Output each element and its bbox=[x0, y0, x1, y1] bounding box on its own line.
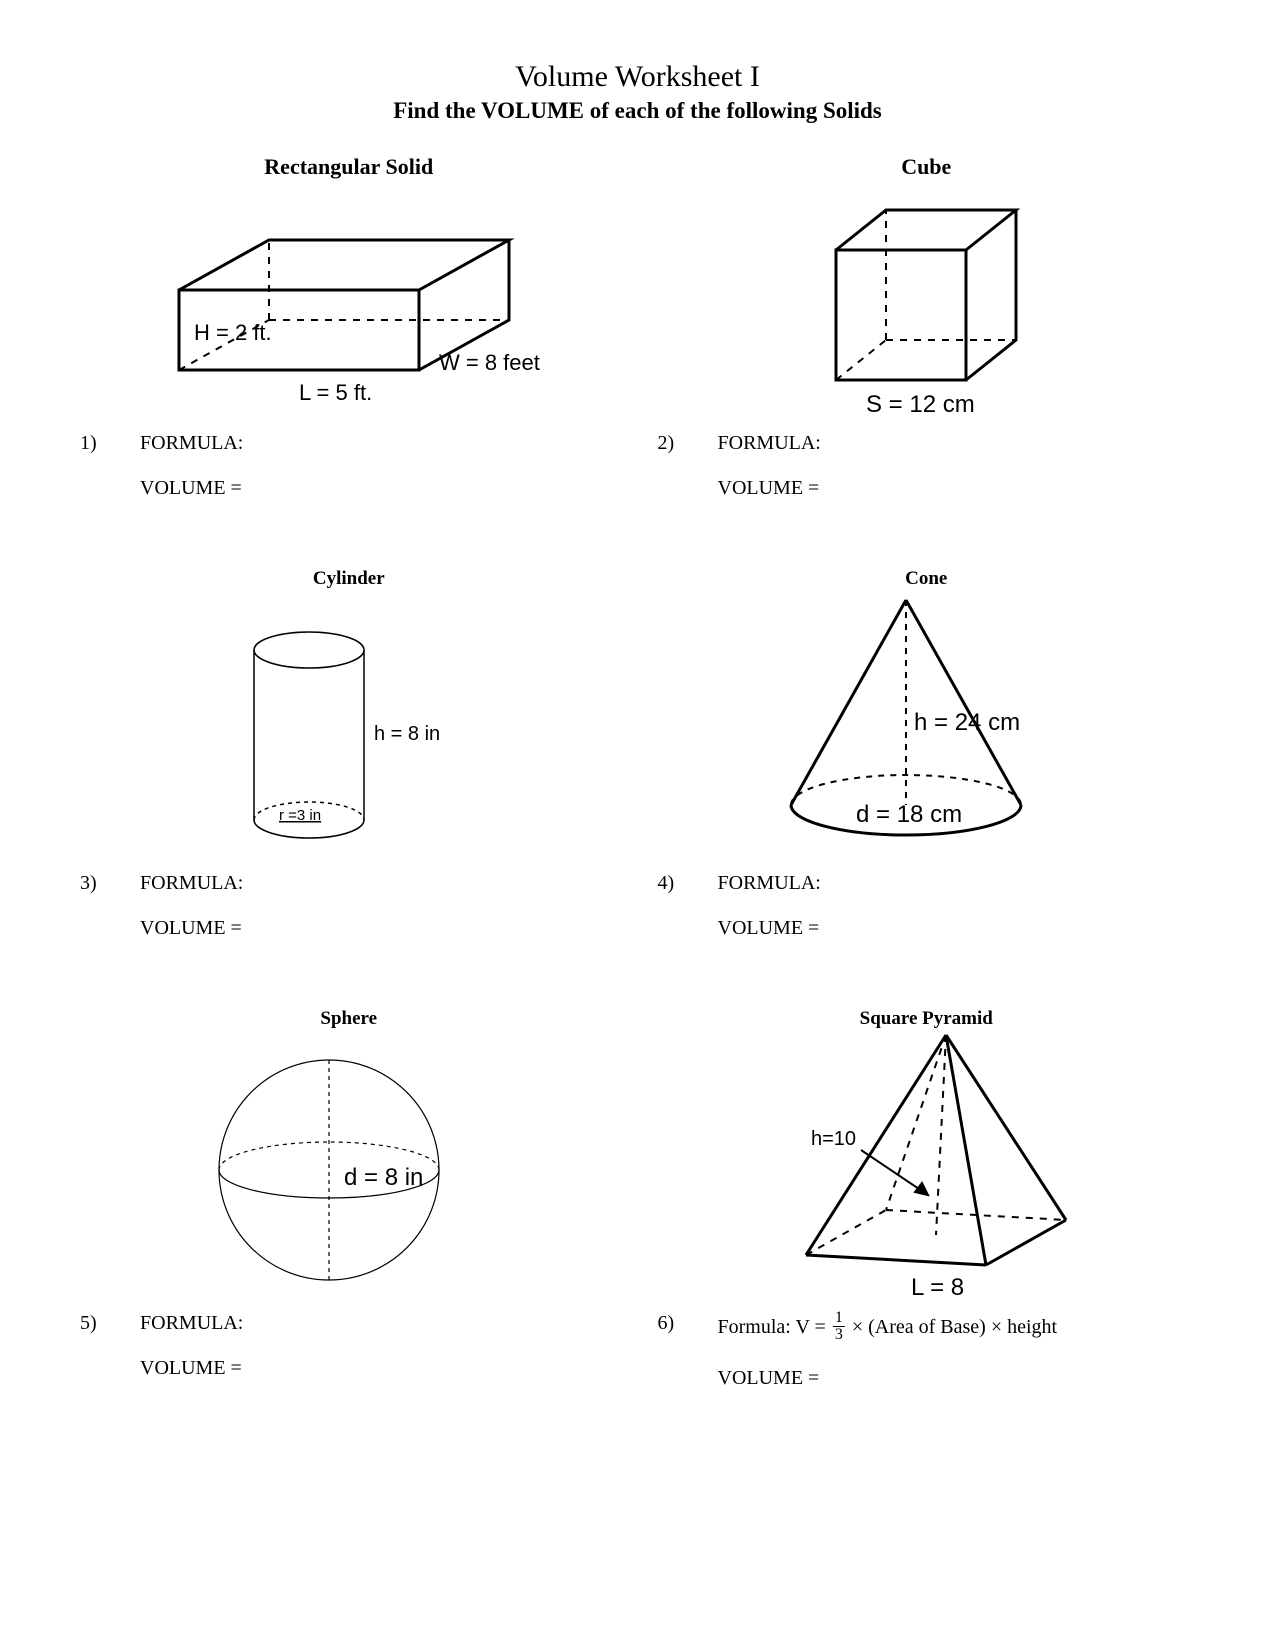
answer-block: 1) FORMULA: VOLUME = bbox=[80, 432, 618, 522]
shape-title: Cube bbox=[658, 154, 1196, 180]
problems-grid: Rectangular Solid H = 2 ft. L = 5 ft. W … bbox=[60, 144, 1215, 1448]
problem-number: 1) bbox=[80, 432, 140, 455]
volume-label: VOLUME = bbox=[718, 917, 820, 940]
formula-fraction: 13 bbox=[833, 1310, 845, 1343]
sphere-svg: d = 8 in bbox=[189, 1040, 509, 1300]
page-subtitle: Find the VOLUME of each of the following… bbox=[60, 98, 1215, 124]
problem-cell-1: Rectangular Solid H = 2 ft. L = 5 ft. W … bbox=[60, 144, 638, 558]
label-S: S = 12 cm bbox=[866, 391, 975, 418]
figure-square-pyramid: h=10 L = 8 bbox=[658, 1040, 1196, 1300]
formula-label: FORMULA: bbox=[718, 432, 821, 455]
answer-block: 2) FORMULA: VOLUME = bbox=[658, 432, 1196, 522]
label-L: L = 5 ft. bbox=[299, 380, 372, 405]
problem-number: 5) bbox=[80, 1312, 140, 1335]
problem-number: 6) bbox=[658, 1312, 718, 1345]
label-W: W = 8 feet bbox=[439, 350, 540, 375]
volume-label: VOLUME = bbox=[140, 477, 242, 500]
problem-number: 2) bbox=[658, 432, 718, 455]
label-d: d = 18 cm bbox=[856, 801, 962, 828]
label-L: L = 8 bbox=[911, 1274, 964, 1300]
formula-prefix: Formula: V = bbox=[718, 1316, 831, 1338]
shape-title: Cone bbox=[658, 568, 1196, 590]
problem-cell-2: Cube S = 12 cm 2) FORMULA: bbox=[638, 144, 1216, 558]
shape-title: Sphere bbox=[80, 1008, 618, 1030]
formula-label: FORMULA: bbox=[140, 1312, 243, 1335]
answer-block: 4) FORMULA: VOLUME = bbox=[658, 872, 1196, 962]
cylinder-svg: h = 8 in r =3 in bbox=[209, 610, 489, 860]
figure-cone: h = 24 cm d = 18 cm bbox=[658, 600, 1196, 860]
title-block: Volume Worksheet I Find the VOLUME of ea… bbox=[60, 60, 1215, 124]
answer-block: 6) Formula: V = 13 × (Area of Base) × he… bbox=[658, 1312, 1196, 1412]
rectangular-solid-svg: H = 2 ft. L = 5 ft. W = 8 feet bbox=[139, 200, 559, 420]
volume-label: VOLUME = bbox=[140, 1357, 242, 1380]
page-title: Volume Worksheet I bbox=[60, 60, 1215, 94]
problem-number: 3) bbox=[80, 872, 140, 895]
label-d: d = 8 in bbox=[344, 1164, 423, 1191]
formula-label: FORMULA: bbox=[718, 872, 821, 895]
formula-label: Formula: V = 13 × (Area of Base) × heigh… bbox=[718, 1312, 1058, 1345]
figure-sphere: d = 8 in bbox=[80, 1040, 618, 1300]
label-h: h = 24 cm bbox=[914, 709, 1020, 736]
figure-rectangular-solid: H = 2 ft. L = 5 ft. W = 8 feet bbox=[80, 190, 618, 420]
problem-number: 4) bbox=[658, 872, 718, 895]
volume-label: VOLUME = bbox=[140, 917, 242, 940]
cone-svg: h = 24 cm d = 18 cm bbox=[746, 590, 1106, 860]
shape-title: Cylinder bbox=[80, 568, 618, 590]
volume-label: VOLUME = bbox=[718, 1367, 820, 1390]
formula-label: FORMULA: bbox=[140, 432, 243, 455]
problem-cell-3: Cylinder h = 8 in r =3 in 3) FORMULA: bbox=[60, 558, 638, 998]
label-r: r =3 in bbox=[279, 807, 321, 824]
label-h: h = 8 in bbox=[374, 723, 440, 745]
figure-cylinder: h = 8 in r =3 in bbox=[80, 600, 618, 860]
shape-title: Rectangular Solid bbox=[80, 154, 618, 180]
formula-label: FORMULA: bbox=[140, 872, 243, 895]
volume-label: VOLUME = bbox=[718, 477, 820, 500]
label-H: H = 2 ft. bbox=[194, 320, 272, 345]
cube-svg: S = 12 cm bbox=[776, 190, 1076, 420]
pyramid-svg: h=10 L = 8 bbox=[746, 1020, 1106, 1300]
problem-cell-4: Cone h = 24 cm d = 18 cm 4) FORMULA: bbox=[638, 558, 1216, 998]
problem-cell-5: Sphere d = 8 in 5) FORMULA: VOLUME = bbox=[60, 998, 638, 1448]
answer-block: 3) FORMULA: VOLUME = bbox=[80, 872, 618, 962]
figure-cube: S = 12 cm bbox=[658, 190, 1196, 420]
label-h: h=10 bbox=[811, 1128, 856, 1150]
answer-block: 5) FORMULA: VOLUME = bbox=[80, 1312, 618, 1402]
problem-cell-6: Square Pyramid bbox=[638, 998, 1216, 1448]
formula-suffix: × (Area of Base) × height bbox=[847, 1316, 1057, 1338]
